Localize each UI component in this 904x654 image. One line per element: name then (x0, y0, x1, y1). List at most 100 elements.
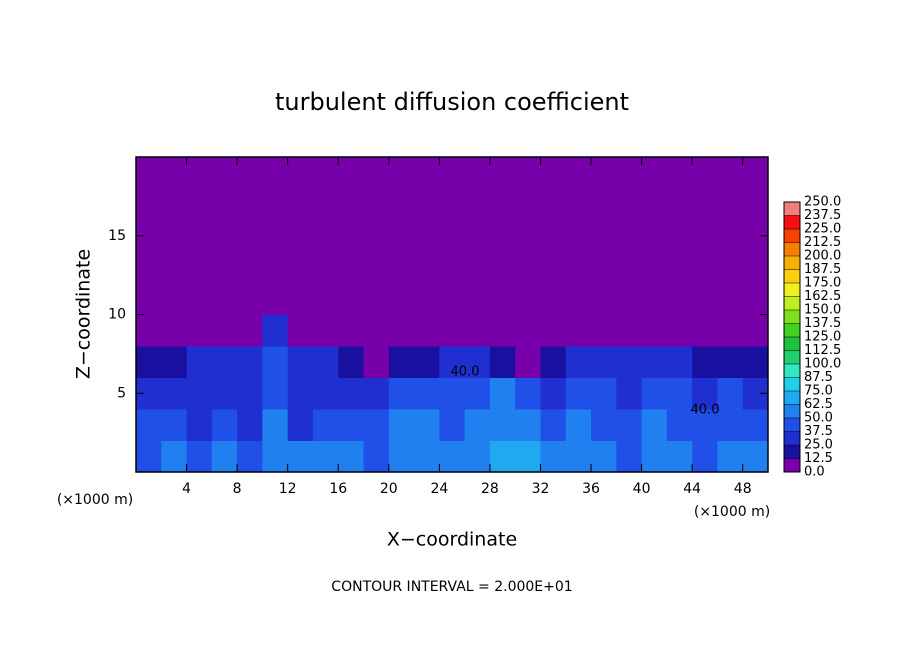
cell (237, 314, 263, 347)
cell (186, 440, 213, 473)
cell (439, 314, 466, 347)
colorbar-label: 225.0 (804, 222, 841, 237)
cell (211, 220, 238, 252)
cell (161, 283, 188, 315)
colorbar-label: 237.5 (804, 208, 841, 223)
cell (211, 377, 238, 410)
cell (388, 377, 415, 410)
cell (464, 283, 491, 315)
cell (287, 188, 314, 221)
cell (338, 377, 365, 410)
cell (565, 440, 592, 473)
cell (717, 157, 744, 189)
cell (641, 157, 668, 189)
cell (186, 220, 213, 252)
cell (540, 440, 567, 473)
cell (287, 346, 314, 378)
colorbar-label: 200.0 (804, 249, 841, 264)
cell (565, 251, 592, 284)
cell (136, 188, 162, 221)
cell (666, 314, 693, 347)
colorbar-label: 112.5 (804, 343, 841, 358)
cell (388, 283, 415, 315)
cell (136, 251, 162, 284)
cell (161, 188, 188, 221)
cell (262, 346, 289, 378)
colorbar-swatch (784, 350, 800, 364)
cell (616, 220, 643, 252)
cell (717, 220, 744, 252)
cell (161, 377, 188, 410)
cell (515, 251, 541, 284)
cell (489, 440, 516, 473)
cell (388, 251, 415, 284)
cell (565, 188, 592, 221)
colorbar-swatch (784, 283, 800, 297)
cell (489, 409, 516, 441)
y-tick-label: 10 (108, 307, 126, 323)
cell (565, 346, 592, 378)
y-tick-label: 15 (108, 228, 126, 244)
colorbar-swatch (784, 404, 800, 418)
cell (540, 346, 567, 378)
cell (540, 409, 567, 441)
cell (186, 251, 213, 284)
cell (287, 409, 314, 441)
colorbar-label: 12.5 (804, 451, 833, 466)
cell (489, 188, 516, 221)
cell (717, 346, 744, 378)
x-tick-label: 24 (430, 481, 448, 497)
colorbar-swatch (784, 202, 800, 216)
x-tick-label: 12 (279, 481, 297, 497)
cell (338, 157, 365, 189)
cell (666, 283, 693, 315)
cell (540, 157, 567, 189)
cell (591, 283, 617, 315)
cell (717, 314, 744, 347)
cell (388, 346, 415, 378)
cell (464, 440, 491, 473)
cell (237, 157, 263, 189)
cell (641, 188, 668, 221)
cell (211, 251, 238, 284)
cell (591, 220, 617, 252)
cell (717, 377, 744, 410)
cell (692, 314, 718, 347)
cell (388, 409, 415, 441)
cell (591, 440, 617, 473)
cell (666, 157, 693, 189)
cell (591, 157, 617, 189)
colorbar-label: 250.0 (804, 195, 841, 210)
cell (287, 283, 314, 315)
colorbar-swatch (784, 418, 800, 432)
cell (161, 440, 188, 473)
cell (616, 314, 643, 347)
x-tick-label: 28 (481, 481, 499, 497)
contour-label: 40.0 (451, 365, 480, 380)
cell (666, 251, 693, 284)
cell (363, 188, 390, 221)
cell (565, 283, 592, 315)
cell (616, 157, 643, 189)
cell (717, 409, 744, 441)
cell (616, 377, 643, 410)
cell (136, 409, 162, 441)
x-unit: (×1000 m) (57, 492, 133, 508)
cell (641, 251, 668, 284)
cell (338, 409, 365, 441)
cell (287, 251, 314, 284)
cell (312, 251, 339, 284)
cell (742, 283, 769, 315)
cell (414, 346, 440, 378)
cell (641, 346, 668, 378)
cell (363, 409, 390, 441)
cell (338, 283, 365, 315)
cell (616, 440, 643, 473)
cell (439, 440, 466, 473)
cell (161, 220, 188, 252)
x-tick-label: 4 (182, 481, 191, 497)
cell (211, 409, 238, 441)
cell (641, 314, 668, 347)
cell (616, 251, 643, 284)
contour-label: 40.0 (691, 403, 720, 418)
